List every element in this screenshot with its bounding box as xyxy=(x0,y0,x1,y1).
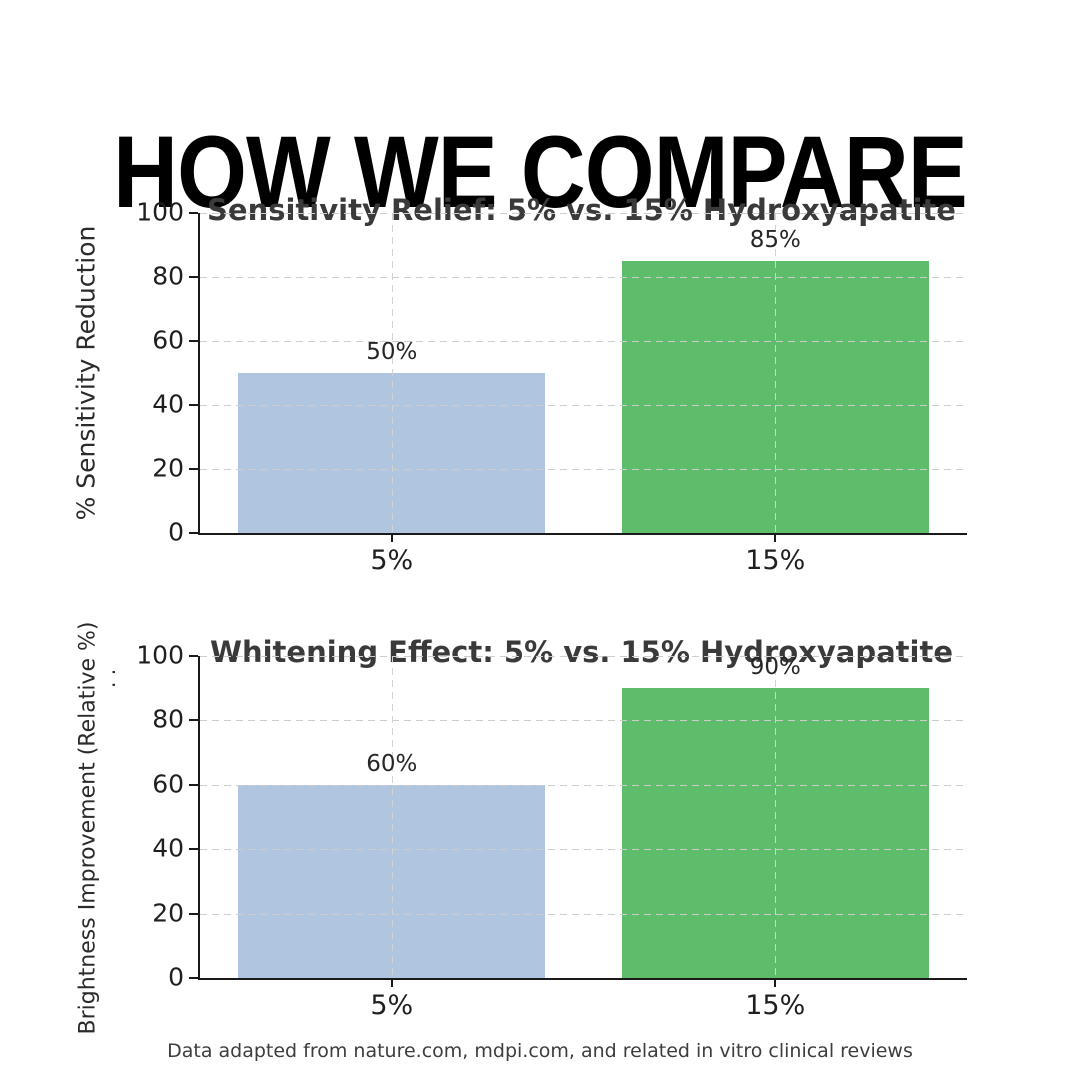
bar-value-label: 85% xyxy=(749,227,801,253)
y-tick-label: 80 xyxy=(152,704,184,734)
gridline-horizontal xyxy=(200,277,967,278)
bar-value-label: 50% xyxy=(366,339,418,365)
x-tick-mark xyxy=(774,978,777,987)
bar-value-label: 60% xyxy=(366,750,418,777)
chart-title: Sensitivity Relief: 5% vs. 15% Hydroxyap… xyxy=(207,193,956,228)
y-axis-label-stray-dots: . . xyxy=(96,668,120,688)
x-tick-label: 5% xyxy=(370,545,414,576)
y-tick-label: 0 xyxy=(168,962,184,992)
y-tick-mark xyxy=(189,212,198,214)
gridline-horizontal xyxy=(200,213,967,214)
x-tick-label: 5% xyxy=(370,990,414,1021)
y-tick-mark xyxy=(189,276,198,278)
gridline-horizontal xyxy=(200,913,967,915)
x-tick-mark xyxy=(774,533,777,542)
x-tick-label: 15% xyxy=(745,545,806,576)
x-tick-mark xyxy=(390,533,393,542)
source-caption: Data adapted from nature.com, mdpi.com, … xyxy=(167,1040,913,1062)
bar xyxy=(238,784,546,978)
gridline-horizontal xyxy=(200,849,967,851)
x-tick-label: 15% xyxy=(745,990,806,1021)
gridline-horizontal xyxy=(200,469,967,470)
y-tick-mark xyxy=(189,912,198,915)
y-tick-label: 80 xyxy=(152,261,184,291)
y-tick-mark xyxy=(189,468,198,470)
y-tick-label: 0 xyxy=(168,517,184,547)
gridline-vertical xyxy=(775,656,777,978)
y-tick-label: 40 xyxy=(152,833,184,863)
y-tick-label: 40 xyxy=(152,389,184,419)
y-axis-label: % Sensitivity Reduction xyxy=(71,225,101,521)
gridline-vertical xyxy=(391,213,393,533)
bar-value-label: 90% xyxy=(749,654,801,681)
plot-area: 0 20 40 60 80 100 50% 5% 85% 15% xyxy=(136,197,967,576)
y-tick-label: 60 xyxy=(152,325,184,355)
y-tick-mark xyxy=(189,655,198,657)
y-tick-label: 60 xyxy=(152,769,184,799)
gridline-vertical xyxy=(391,656,393,978)
y-tick-label: 100 xyxy=(136,197,184,227)
y-tick-mark xyxy=(189,848,198,851)
y-tick-mark xyxy=(189,340,198,342)
bar xyxy=(621,261,929,533)
plot-area: 0 20 40 60 80 100 60% 5% 90% 15% xyxy=(136,640,967,1021)
x-tick-mark xyxy=(390,978,393,987)
y-tick-label: 20 xyxy=(152,897,184,927)
bar xyxy=(621,688,929,978)
gridline-horizontal xyxy=(200,341,967,342)
y-tick-mark xyxy=(189,532,198,534)
bar xyxy=(238,373,546,533)
y-tick-mark xyxy=(189,783,198,786)
gridline-horizontal xyxy=(200,656,967,657)
y-tick-label: 20 xyxy=(152,453,184,483)
y-tick-label: 100 xyxy=(136,640,184,670)
gridline-horizontal xyxy=(200,720,967,722)
gridline-horizontal xyxy=(200,405,967,406)
y-tick-mark xyxy=(189,404,198,406)
gridline-horizontal xyxy=(200,784,967,786)
page-title: HOW WE COMPARE xyxy=(113,115,968,230)
gridline-vertical xyxy=(775,213,777,533)
y-tick-mark xyxy=(189,719,198,722)
chart-title: Whitening Effect: 5% vs. 15% Hydroxyapat… xyxy=(209,635,954,670)
y-tick-mark xyxy=(189,977,198,979)
